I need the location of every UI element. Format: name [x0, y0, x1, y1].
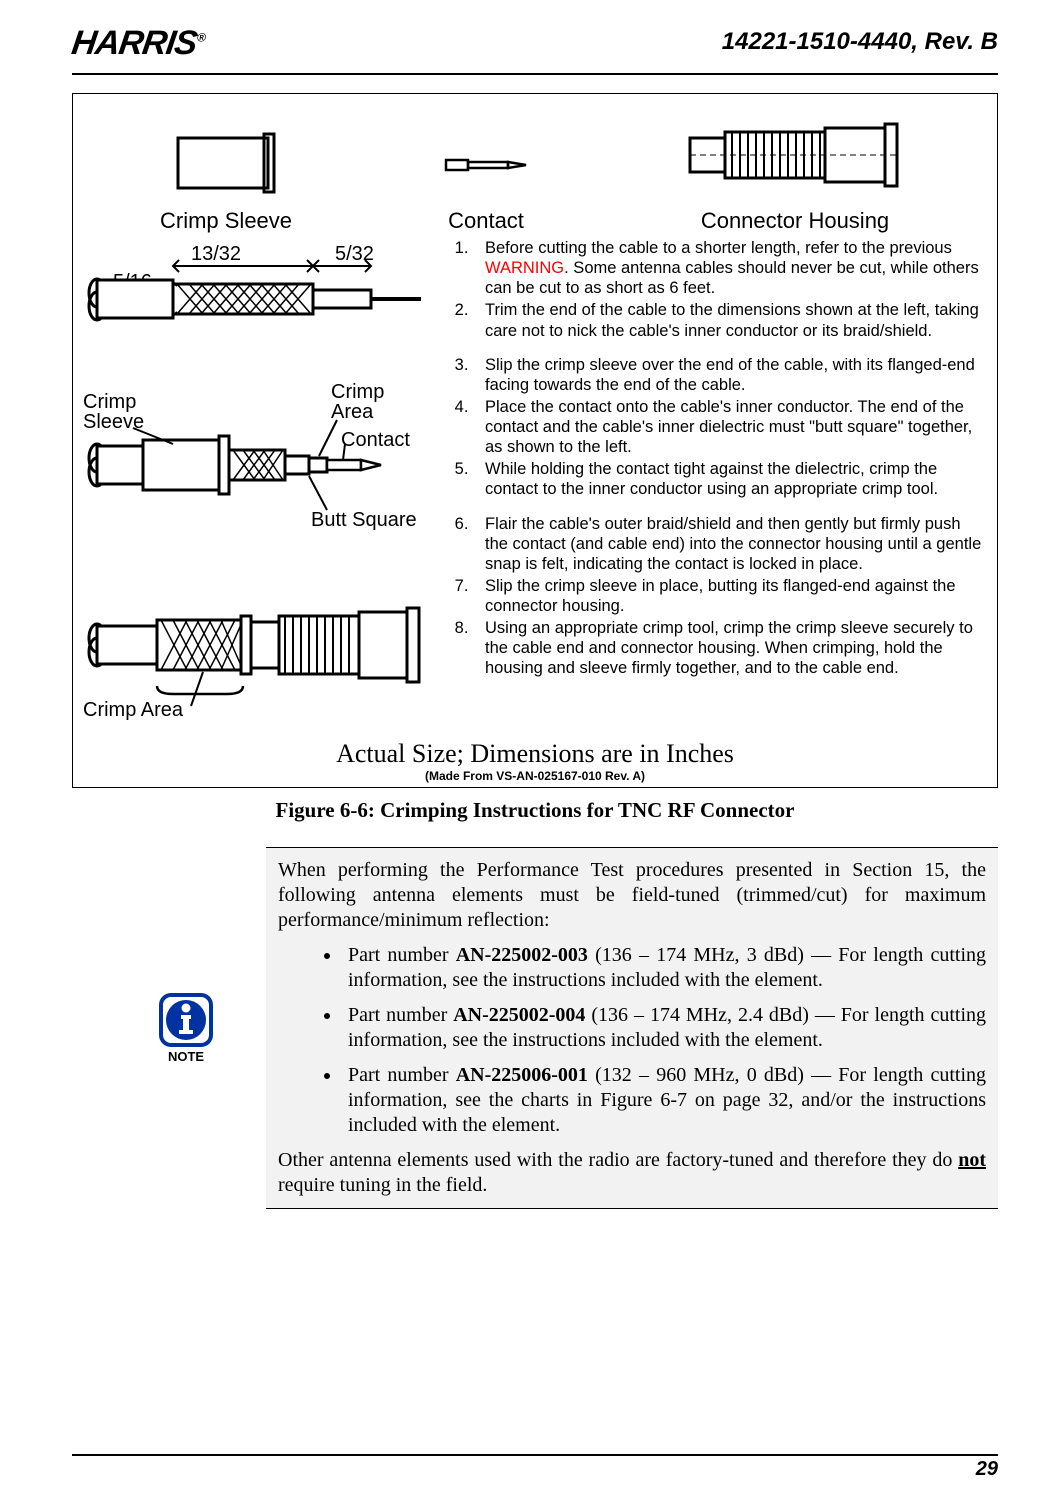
actual-size-text: Actual Size; Dimensions are in Inches: [83, 739, 987, 769]
note-icon-column: NOTE: [116, 993, 256, 1064]
figure-box: Crimp Sleeve Contact: [72, 93, 998, 788]
instructions: Before cutting the cable to a shorter le…: [441, 238, 987, 733]
diagram-column: 13/32 5/32 5/16: [83, 238, 441, 733]
connector-housing-icon: [680, 110, 910, 200]
assembly-diagram: 13/32 5/32 5/16: [83, 238, 441, 728]
step-8: Using an appropriate crimp tool, crimp t…: [473, 618, 987, 678]
step-3: Slip the crimp sleeve over the end of th…: [473, 355, 987, 395]
step-5: While holding the contact tight against …: [473, 459, 987, 499]
lbl-crimp-area-a: Crimp: [331, 381, 384, 403]
crimp-sleeve-label: Crimp Sleeve: [160, 208, 292, 234]
page-header: HARRIS® 14221-1510-4440, Rev. B: [72, 28, 998, 75]
step-6: Flair the cable's outer braid/shield and…: [473, 514, 987, 574]
lbl-butt-square: Butt Square: [311, 509, 417, 531]
note-intro: When performing the Performance Test pro…: [278, 858, 986, 933]
contact-icon: [426, 130, 546, 200]
parts-row: Crimp Sleeve Contact: [83, 102, 987, 238]
contact-col: Contact: [426, 130, 546, 234]
logo-registered: ®: [196, 31, 206, 45]
logo: HARRIS®: [69, 24, 207, 63]
info-icon: [159, 993, 213, 1047]
logo-text: HARRIS: [69, 24, 199, 62]
note-bullet-3: Part number AN-225006-001 (132 – 960 MHz…: [342, 1063, 986, 1138]
page-number: 29: [72, 1454, 998, 1481]
contact-label: Contact: [448, 208, 524, 234]
step-7: Slip the crimp sleeve in place, butting …: [473, 576, 987, 616]
step-2: Trim the end of the cable to the dimensi…: [473, 300, 987, 340]
note-bullet-1: Part number AN-225002-003 (136 – 174 MHz…: [342, 943, 986, 993]
lbl-crimp: Crimp: [83, 391, 136, 413]
warning-text: WARNING: [485, 259, 564, 277]
note-body: When performing the Performance Test pro…: [266, 847, 998, 1209]
figure-caption: Figure 6-6: Crimping Instructions for TN…: [72, 798, 998, 823]
lbl-crimp-area-b: Area: [331, 401, 374, 423]
document-id: 14221-1510-4440, Rev. B: [722, 28, 998, 56]
note-label: NOTE: [168, 1049, 204, 1064]
dim-13-32: 13/32: [191, 243, 241, 265]
lbl-crimp-area-bottom: Crimp Area: [83, 699, 184, 721]
connector-housing-label: Connector Housing: [701, 208, 889, 234]
connector-housing-col: Connector Housing: [680, 110, 910, 234]
step-4: Place the contact onto the cable's inner…: [473, 397, 987, 457]
note-block: NOTE When performing the Performance Tes…: [116, 847, 998, 1209]
crimp-sleeve-icon: [166, 130, 286, 200]
crimp-sleeve-col: Crimp Sleeve: [160, 130, 292, 234]
lower-grid: 13/32 5/32 5/16: [83, 238, 987, 733]
note-bullet-2: Part number AN-225002-004 (136 – 174 MHz…: [342, 1003, 986, 1053]
made-from-text: (Made From VS-AN-025167-010 Rev. A): [83, 769, 987, 783]
lbl-contact: Contact: [341, 429, 410, 451]
note-outro: Other antenna elements used with the rad…: [278, 1148, 986, 1198]
step-1: Before cutting the cable to a shorter le…: [473, 238, 987, 298]
